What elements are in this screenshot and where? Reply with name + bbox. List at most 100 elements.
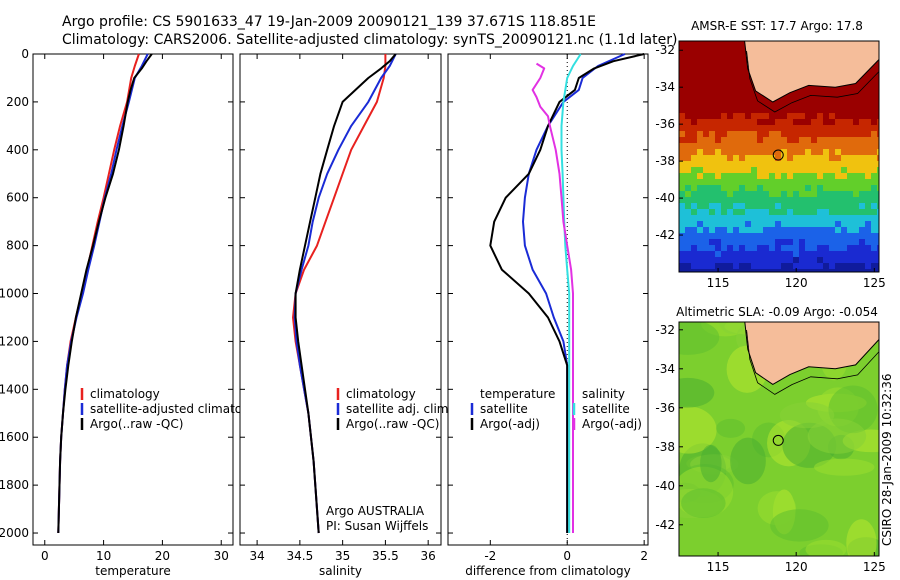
map-cell: [817, 167, 823, 173]
map-cell: [877, 227, 879, 233]
map-cell: [793, 131, 799, 137]
map-blob: [814, 458, 875, 476]
map-cell: [679, 53, 685, 59]
map-cell: [757, 143, 763, 149]
map-cell: [715, 143, 721, 149]
map-cell: [847, 203, 853, 209]
map-cell: [715, 65, 721, 71]
map-cell: [841, 131, 847, 137]
map-cell: [751, 215, 757, 221]
map-cell: [799, 245, 805, 251]
map-cell: [811, 137, 817, 143]
map-cell: [799, 251, 805, 257]
map-cell: [841, 143, 847, 149]
map-blob: [681, 488, 726, 518]
map-cell: [775, 137, 781, 143]
map-cell: [805, 209, 811, 215]
map-cell: [847, 269, 853, 272]
map-cell: [703, 95, 709, 101]
map-cell: [877, 65, 879, 71]
map-cell: [691, 53, 697, 59]
map-cell: [793, 179, 799, 185]
map-cell: [841, 203, 847, 209]
map-cell: [691, 143, 697, 149]
map-cell: [829, 263, 835, 269]
map-cell: [763, 215, 769, 221]
map-cell: [775, 233, 781, 239]
map-cell: [697, 227, 703, 233]
map-cell: [859, 245, 865, 251]
map-blob: [716, 418, 746, 438]
map-cell: [757, 251, 763, 257]
map-cell: [751, 143, 757, 149]
map-cell: [715, 233, 721, 239]
map-cell: [835, 155, 841, 161]
map-cell: [871, 71, 877, 77]
x-axis-label: salinity: [319, 564, 362, 578]
map-cell: [769, 251, 775, 257]
map-cell: [691, 119, 697, 125]
map-cell: [703, 77, 709, 83]
map-cell: [727, 101, 733, 107]
map-cell: [799, 239, 805, 245]
map-cell: [733, 143, 739, 149]
map-cell: [751, 131, 757, 137]
map-cell: [709, 257, 715, 263]
map-cell: [745, 161, 751, 167]
map-cell: [709, 209, 715, 215]
legend-label: climatology: [346, 387, 416, 401]
map-cell: [757, 167, 763, 173]
map-cell: [709, 185, 715, 191]
map-cell: [793, 137, 799, 143]
map-cell: [847, 161, 853, 167]
map-cell: [733, 53, 739, 59]
map-cell: [829, 191, 835, 197]
map-cell: [691, 125, 697, 131]
map-cell: [775, 203, 781, 209]
side-stamp: CSIRO 28-Jan-2009 10:32:36: [880, 374, 894, 546]
map-cell: [853, 221, 859, 227]
map-cell: [841, 227, 847, 233]
map-cell: [805, 245, 811, 251]
map-cell: [823, 119, 829, 125]
map-cell: [715, 197, 721, 203]
map-cell: [799, 257, 805, 263]
map-cell: [739, 59, 745, 65]
map-cell: [829, 149, 835, 155]
map-cell: [685, 107, 691, 113]
map-cell: [793, 101, 799, 107]
map-cell: [727, 161, 733, 167]
map-cell: [823, 269, 829, 272]
map-cell: [805, 95, 811, 101]
map-cell: [817, 233, 823, 239]
map-cell: [877, 101, 879, 107]
map-cell: [757, 197, 763, 203]
map-cell: [739, 245, 745, 251]
map-cell: [787, 119, 793, 125]
map-cell: [769, 191, 775, 197]
x-tick-label: 20: [155, 549, 170, 563]
map-cell: [781, 167, 787, 173]
map-cell: [745, 113, 751, 119]
map-cell: [757, 221, 763, 227]
map-cell: [757, 173, 763, 179]
map-cell: [841, 155, 847, 161]
map-cell: [829, 233, 835, 239]
map-cell: [679, 149, 685, 155]
map-cell: [853, 185, 859, 191]
map-cell: [823, 257, 829, 263]
map-cell: [871, 101, 877, 107]
map-cell: [847, 239, 853, 245]
map-cell: [691, 245, 697, 251]
map-cell: [751, 167, 757, 173]
map-cell: [853, 257, 859, 263]
map-cell: [835, 185, 841, 191]
map-cell: [685, 59, 691, 65]
map-cell: [739, 203, 745, 209]
map-cell: [703, 221, 709, 227]
map-cell: [697, 203, 703, 209]
map-cell: [679, 197, 685, 203]
map-cell: [811, 113, 817, 119]
map-cell: [769, 257, 775, 263]
map-cell: [811, 239, 817, 245]
